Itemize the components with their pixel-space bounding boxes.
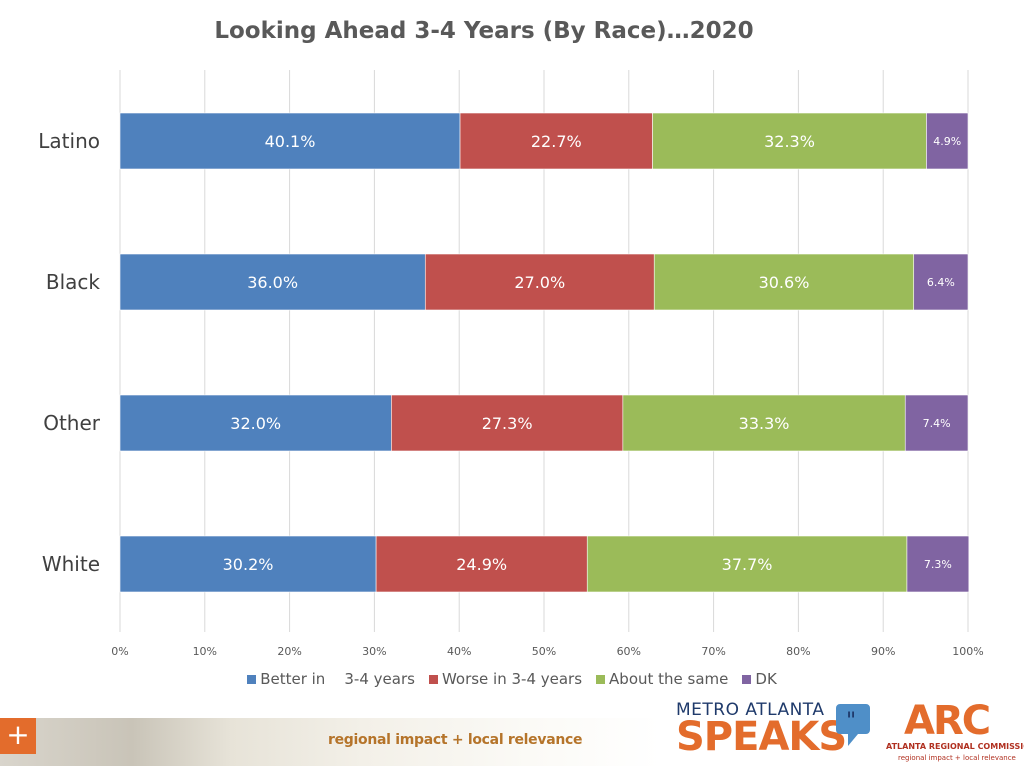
bar-segment — [424, 253, 655, 311]
x-tick-label: 80% — [786, 645, 810, 658]
x-tick-label: 50% — [532, 645, 556, 658]
x-tick-label: 20% — [277, 645, 301, 658]
data-label: 32.0% — [230, 414, 281, 433]
x-tick-label: 100% — [952, 645, 983, 658]
speaks-text: SPEAKS — [676, 714, 847, 760]
data-label: 22.7% — [531, 132, 582, 151]
data-label: 33.3% — [739, 414, 790, 433]
x-tick-label: 10% — [193, 645, 217, 658]
bar-segment — [904, 394, 969, 452]
bar-segment — [375, 535, 588, 593]
bar-segment — [119, 394, 392, 452]
data-label: 27.0% — [514, 273, 565, 292]
bar-segment — [926, 112, 969, 170]
arc-logo: ARC ATLANTA REGIONAL COMMISSION regional… — [884, 698, 1024, 766]
data-label: 40.1% — [265, 132, 316, 151]
x-tick-label: 30% — [362, 645, 386, 658]
data-label: 30.2% — [223, 555, 274, 574]
metro-atlanta-text: METRO ATLANTA — [676, 700, 825, 720]
legend: Better in 3-4 years Worse in 3-4 years Abo… — [0, 670, 1024, 688]
legend-label: DK — [755, 670, 777, 688]
data-label: 30.6% — [759, 273, 810, 292]
speech-bubble-icon: " — [836, 704, 870, 746]
legend-label: About the same — [609, 670, 729, 688]
bar-segment — [913, 253, 969, 311]
bar-segment — [391, 394, 624, 452]
legend-swatch — [596, 674, 606, 684]
legend-label: Better in 3-4 years — [260, 670, 415, 688]
data-label: 24.9% — [456, 555, 507, 574]
stacked-bar-chart: 40.1% 22.7% 32.3% 4.9% 36.0% 27.0% 30.6% 6.4% 32… — [38, 70, 984, 658]
bar-segment — [652, 112, 927, 170]
arc-name: ATLANTA REGIONAL COMMISSION — [886, 742, 1024, 751]
legend-item: Worse in 3-4 years — [428, 670, 583, 688]
bar-segment — [653, 253, 915, 311]
legend-item: About the same — [596, 670, 728, 688]
legend-swatch — [247, 674, 257, 684]
bar-segment — [119, 535, 377, 593]
bar-segment — [906, 535, 970, 593]
legend-label: Worse in 3-4 years — [441, 670, 583, 688]
bar-segment — [459, 112, 653, 170]
category-labels: Latino Black Other White — [38, 129, 100, 576]
category-label: Other — [43, 411, 101, 435]
x-tick-label: 0% — [111, 645, 128, 658]
arc-logo-mark: ARC — [904, 698, 991, 744]
bar-segment — [586, 535, 908, 593]
data-label: 7.3% — [924, 558, 952, 571]
svg-text:": " — [846, 709, 856, 734]
data-label: 27.3% — [482, 414, 533, 433]
x-tick-label: 70% — [701, 645, 725, 658]
data-label: 37.7% — [722, 555, 773, 574]
legend-swatch — [428, 674, 438, 684]
data-label: 4.9% — [933, 135, 961, 148]
chart-title: Looking Ahead 3-4 Years (By Race)…2020 — [214, 18, 754, 44]
data-label: 7.4% — [923, 417, 951, 430]
footer-photo-strip — [0, 718, 660, 766]
data-label: 6.4% — [927, 276, 955, 289]
plus-icon: + — [0, 718, 36, 754]
category-label: Latino — [38, 129, 100, 153]
data-label: 36.0% — [247, 273, 298, 292]
bar-segment — [119, 253, 426, 311]
footer-tagline: regional impact + local relevance — [328, 732, 583, 748]
legend-swatch — [742, 674, 752, 684]
bars: 40.1% 22.7% 32.3% 4.9% 36.0% 27.0% 30.6% 6.4% 32… — [119, 112, 970, 593]
data-label: 32.3% — [764, 132, 815, 151]
legend-item: Better in 3-4 years — [247, 670, 415, 688]
metro-atlanta-speaks-logo: METRO ATLANTA SPEAKS " — [676, 700, 876, 762]
category-label: Black — [46, 270, 101, 294]
legend-item: DK — [742, 670, 777, 688]
footer-banner: + regional impact + local relevance — [0, 712, 1024, 768]
bar-segment — [622, 394, 906, 452]
arc-tagline: regional impact + local relevance — [898, 754, 1016, 762]
x-axis-ticks: 0% 10% 20% 30% 40% 50% 60% 70% 80% 90% 100% — [111, 645, 983, 658]
category-label: White — [42, 552, 100, 576]
x-tick-label: 60% — [617, 645, 641, 658]
x-tick-label: 90% — [871, 645, 895, 658]
x-tick-label: 40% — [447, 645, 471, 658]
